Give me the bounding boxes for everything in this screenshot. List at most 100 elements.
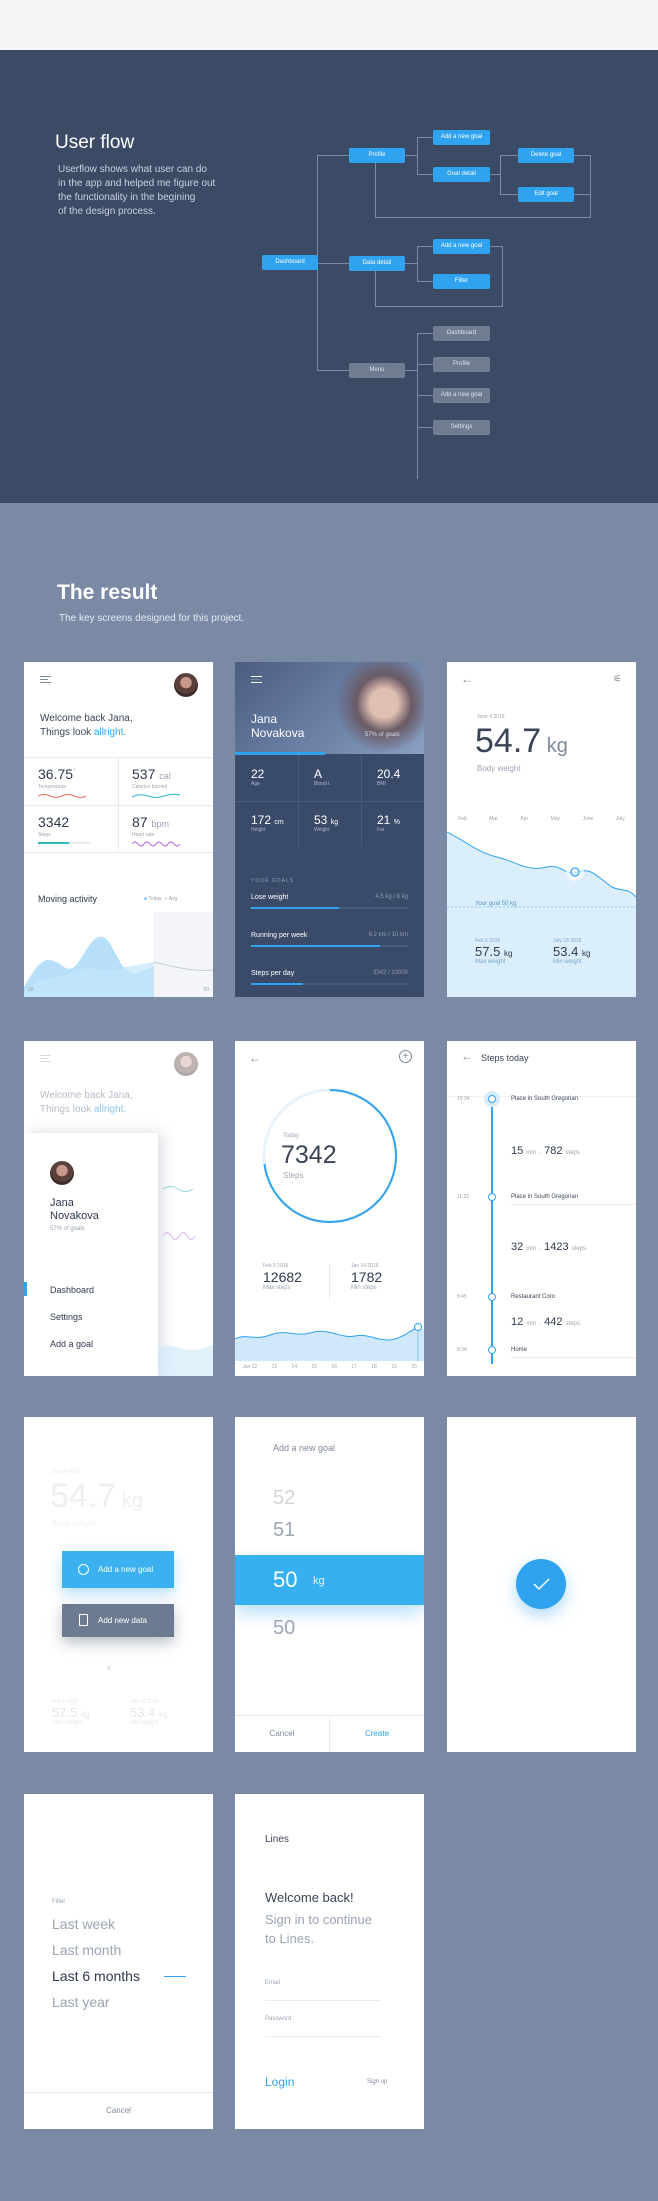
timeline-place[interactable]: Home: [511, 1347, 528, 1353]
add-data-button[interactable]: Add new data: [62, 1604, 174, 1637]
stat-age: 22 Age: [251, 767, 265, 787]
picker-value-51[interactable]: 51: [273, 1519, 296, 1541]
filter-option-month[interactable]: Last month: [52, 1942, 122, 1958]
screen-success: [447, 1417, 636, 1752]
filter-label: Filter: [52, 1899, 66, 1905]
screen-filter: Filter Last week Last month Last 6 month…: [24, 1794, 213, 2129]
activity-end-time: 00: [203, 987, 209, 993]
timeline-time: 8:34: [457, 1347, 467, 1353]
timeline-segment: 15 min · 782 steps: [511, 1145, 580, 1157]
flow-node-filter: Filter: [433, 274, 490, 289]
flow-node-dashboard: Dashboard: [262, 255, 318, 270]
steps-today-label: Today: [283, 1133, 300, 1139]
menu-icon[interactable]: [251, 676, 262, 683]
goal-running[interactable]: Running per week 8.2 km / 10 km: [251, 932, 408, 947]
menu-item-add-goal[interactable]: Add a goal: [50, 1339, 94, 1349]
filter-selected-indicator: [164, 1976, 186, 1977]
min-weight-dimmed: July 18 2016 53.4 kg Min weight: [130, 1699, 168, 1726]
document-icon: [79, 1614, 88, 1626]
back-icon[interactable]: ←: [461, 672, 473, 686]
brand-logo: Lines: [265, 1834, 289, 1845]
back-icon[interactable]: ←: [249, 1051, 261, 1065]
screen-add-menu: June 4 2016 54.7 kg Body weight Add a ne…: [24, 1417, 213, 1752]
weight-value: 54.7 kg: [475, 722, 568, 760]
max-steps: Feb 5 2016 12682 Max steps: [263, 1263, 302, 1291]
timeline-node[interactable]: [488, 1095, 496, 1103]
password-field[interactable]: Password: [265, 2016, 381, 2037]
side-menu-panel: Jana Novakova 57% of goals Dashboard Sett…: [24, 1133, 158, 1376]
flow-node-menu-dashboard: Dashboard: [433, 326, 490, 341]
screen-dashboard: Welcome back Jana, Things look allright.…: [24, 662, 213, 997]
picker-value-52[interactable]: 52: [273, 1487, 296, 1509]
target-icon: [78, 1564, 89, 1575]
calories-label: Calories burned: [132, 784, 168, 790]
steps-value: 7342: [281, 1141, 337, 1169]
calories-sparkline: [132, 793, 181, 798]
close-icon[interactable]: ×: [106, 1663, 112, 1674]
weight-chart: [447, 832, 636, 997]
cancel-button[interactable]: Cancel: [269, 1729, 295, 1738]
stat-height: 172 cm Height: [251, 813, 284, 833]
filter-option-year[interactable]: Last year: [52, 1994, 110, 2010]
result-subtitle: The key screens designed for this projec…: [59, 613, 245, 624]
flow-description: Userflow shows what user can do in the a…: [58, 164, 216, 217]
screen-profile: Jana Novakova 57% of goals 22 Age A Blood t…: [235, 662, 424, 997]
timeline-segment: 12 min · 442 steps: [511, 1316, 580, 1328]
avatar: [174, 1052, 198, 1076]
timeline-node[interactable]: [488, 1193, 496, 1201]
flow-node-menu: Menu: [349, 363, 405, 378]
weight-value-dimmed: 54.7 kg: [50, 1477, 143, 1515]
avatar[interactable]: [174, 673, 198, 697]
create-button[interactable]: Create: [364, 1729, 389, 1738]
filter-icon[interactable]: ⚟: [613, 674, 622, 685]
heart-rate-label: Heart rate: [132, 832, 155, 838]
filter-option-6months[interactable]: Last 6 months: [52, 1968, 140, 1984]
add-icon[interactable]: +: [399, 1050, 412, 1063]
timeline-node[interactable]: [488, 1293, 496, 1301]
login-welcome: Welcome back!: [265, 1890, 354, 1905]
picker-selected-row[interactable]: 50 kg: [235, 1555, 424, 1605]
heart-rate-sparkline: [132, 841, 181, 847]
menu-active-indicator: [24, 1282, 27, 1296]
profile-name: Jana Novakova: [251, 712, 305, 740]
back-icon[interactable]: ←: [461, 1049, 473, 1063]
success-check-icon: [516, 1559, 566, 1609]
weight-label: Body weight: [52, 1519, 96, 1528]
timeline-time: 15:34: [457, 1096, 470, 1102]
menu-item-dashboard[interactable]: Dashboard: [50, 1285, 95, 1295]
steps-ring: [262, 1088, 398, 1224]
stat-bmi: 20.4 BMI: [377, 767, 401, 787]
menu-item-settings[interactable]: Settings: [50, 1312, 83, 1322]
signup-link[interactable]: Sign up: [367, 2079, 388, 2085]
menu-icon[interactable]: [40, 1055, 51, 1062]
goal-steps[interactable]: Steps per day 3342 / 10000: [251, 970, 408, 985]
timeline-node[interactable]: [488, 1346, 496, 1354]
timeline-title: Steps today: [481, 1053, 529, 1063]
timeline-place[interactable]: Restaurant Coro: [511, 1294, 556, 1300]
goal-line-label: Your goal 50 kg: [475, 901, 517, 907]
flow-node-menu-add-goal: Add a new goal: [433, 388, 490, 403]
steps-area-chart: [235, 1323, 424, 1361]
filter-cancel-button[interactable]: Cancel: [106, 2106, 131, 2115]
timeline-place[interactable]: Place in South Gregorian: [511, 1194, 579, 1200]
profile-stats: 22 Age A Blood t. 20.4 BMI 172 cm Height 53 …: [235, 755, 424, 847]
min-weight: July 18 2016 53.4 kg Min weight: [553, 938, 591, 965]
picker-value-next[interactable]: 50: [273, 1617, 296, 1639]
menu-icon[interactable]: [40, 676, 51, 683]
menu-goals-pct: 57% of goals: [50, 1226, 85, 1232]
login-button[interactable]: Login: [265, 2075, 295, 2089]
timeline-place[interactable]: Place in South Gregorian: [511, 1096, 579, 1102]
flow-node-goal-detail: Goal detail: [433, 167, 490, 182]
add-goal-button[interactable]: Add a new goal: [62, 1551, 174, 1588]
dimmed-dashboard-bg: [158, 1186, 213, 1376]
goal-lose-weight[interactable]: Lose weight 4.5 kg / 8 kg: [251, 894, 408, 909]
flow-node-add-goal-2: Add a new goal: [433, 239, 490, 254]
email-field[interactable]: Email: [265, 1980, 381, 2001]
login-subtitle: Sign in to continue to Lines.: [265, 1912, 372, 1946]
filter-option-week[interactable]: Last week: [52, 1916, 116, 1932]
timeline-time: 8:45: [457, 1294, 467, 1300]
add-goal-title: Add a new goal: [273, 1443, 336, 1453]
activity-title: Moving activity: [38, 894, 98, 904]
flow-node-menu-settings: Settings: [433, 420, 490, 435]
flow-node-edit-goal: Edit goal: [518, 187, 574, 202]
